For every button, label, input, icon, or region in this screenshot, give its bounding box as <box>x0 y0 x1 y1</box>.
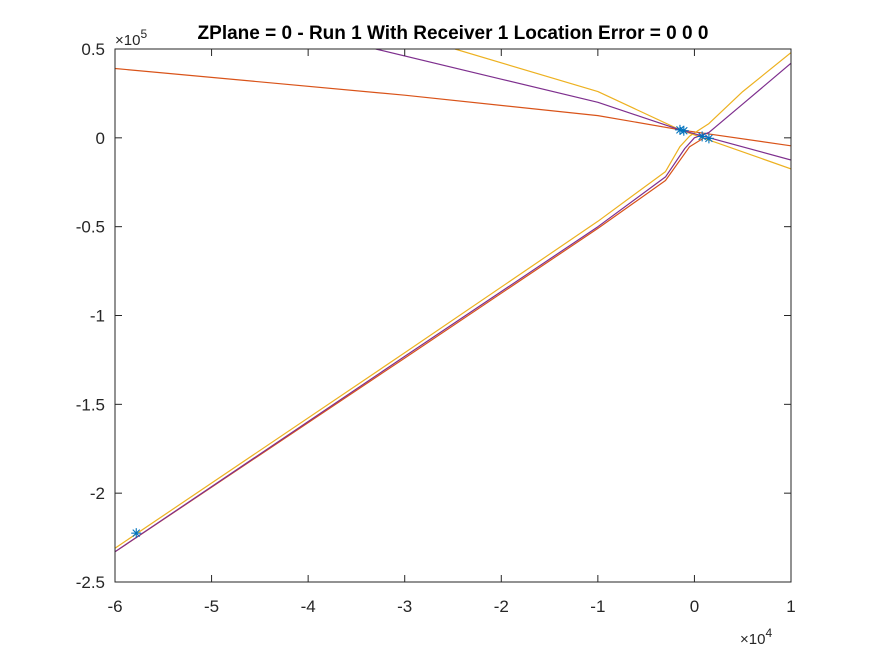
x-tick-label-1: -6 <box>107 597 122 616</box>
x-tick-label-4: -3 <box>397 597 412 616</box>
x-exponent-power: 4 <box>765 626 772 640</box>
series-line-4 <box>115 52 791 549</box>
x-tick-label-3: -4 <box>301 597 316 616</box>
y-tick-label-6: 0 <box>96 129 105 148</box>
x-exponent-label: ×104 <box>740 626 772 648</box>
y-exponent-base: 10 <box>124 32 141 49</box>
x-tick-label-7: 0 <box>690 597 699 616</box>
series-line-1 <box>115 67 791 147</box>
x-tick-label-6: -1 <box>590 597 605 616</box>
marker-5 <box>703 133 714 144</box>
y-tick-label-1: -2.5 <box>76 573 105 592</box>
chart-title: ZPlane = 0 - Run 1 With Receiver 1 Locat… <box>198 23 709 44</box>
x-exponent-base: 10 <box>749 631 766 648</box>
series-layer <box>115 49 791 553</box>
y-tick-label-4: -1 <box>90 307 105 326</box>
y-exponent-multiplier: × <box>115 32 124 49</box>
x-tick-label-8: 1 <box>786 597 795 616</box>
series-line-6 <box>115 62 791 553</box>
x-tick-label-5: -2 <box>494 597 509 616</box>
marker-layer <box>131 124 714 539</box>
x-exponent-multiplier: × <box>740 631 749 648</box>
marker-3 <box>678 125 689 136</box>
y-tick-label-3: -1.5 <box>76 395 105 414</box>
series-line-3 <box>454 49 791 170</box>
marker-1 <box>131 528 142 539</box>
y-tick-label-7: 0.5 <box>81 40 105 59</box>
y-tick-label-5: -0.5 <box>76 218 105 237</box>
marker-4 <box>697 131 708 142</box>
x-tick-label-2: -5 <box>204 597 219 616</box>
y-exponent-label: ×105 <box>115 27 147 49</box>
y-tick-label-2: -2 <box>90 484 105 503</box>
tick-layer: -6 -5 -4 -3 -2 -1 0 1 -2.5 -2 -1.5 -1 -0.5 0 0.5 <box>76 40 796 616</box>
y-exponent-power: 5 <box>140 27 147 41</box>
series-line-2 <box>115 137 705 553</box>
plot-area <box>115 49 791 582</box>
series-line-5 <box>375 49 791 161</box>
